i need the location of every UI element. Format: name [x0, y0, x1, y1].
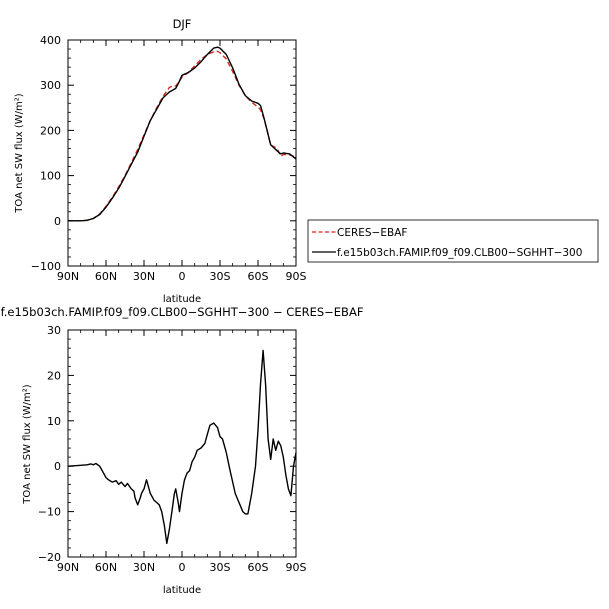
bottom-y-tick-label: 30	[47, 324, 61, 337]
bottom-x-tick-label: 60S	[248, 561, 269, 574]
bottom-series-line-0	[67, 349, 297, 545]
bottom-y-tick-label: −10	[38, 506, 61, 519]
top-series-line-1	[68, 46, 297, 222]
top-line-chart: DJF TOA net SW flux (W/m²) latitude 90N 6…	[14, 17, 307, 305]
bottom-x-tick-label: 60N	[95, 561, 117, 574]
top-x-tick-label: 90N	[57, 270, 79, 283]
chart-legend: CERES−EBAF f.e15b03ch.FAMIP.f09_f09.CLB0…	[307, 219, 599, 263]
top-x-tick-label: 60S	[248, 270, 269, 283]
bottom-difference-chart: f.e15b03ch.FAMIP.f09_f09.CLB00−SGHHT−300…	[1, 305, 364, 596]
top-y-tick-label: 200	[40, 124, 61, 137]
bottom-x-tick-label: 90S	[286, 561, 307, 574]
top-y-tick-label: 100	[40, 170, 61, 183]
bottom-x-tick-label: 0	[179, 561, 186, 574]
bottom-y-tick-label: −20	[38, 551, 61, 564]
bottom-x-axis-label: latitude	[163, 585, 201, 596]
top-y-tick-label: 300	[40, 79, 61, 92]
bottom-x-tick-label: 90N	[57, 561, 79, 574]
legend-box	[307, 219, 599, 263]
top-y-tick-label: 0	[54, 215, 61, 228]
top-plot-frame	[67, 39, 297, 267]
legend-label-model: f.e15b03ch.FAMIP.f09_f09.CLB00−SGHHT−300	[337, 247, 582, 259]
bottom-y-tick-label: 10	[47, 415, 61, 428]
top-chart-title: DJF	[173, 17, 192, 31]
top-x-tick-label: 30N	[133, 270, 155, 283]
top-x-tick-label: 30S	[210, 270, 231, 283]
legend-label-ceres: CERES−EBAF	[337, 227, 407, 239]
top-x-tick-label: 90S	[286, 270, 307, 283]
bottom-y-tick-label: 20	[47, 369, 61, 382]
bottom-y-tick-label: 0	[54, 460, 61, 473]
top-x-tick-label: 0	[179, 270, 186, 283]
top-y-axis-label: TOA net SW flux (W/m²)	[14, 93, 25, 213]
top-y-tick-label: −100	[31, 260, 61, 273]
bottom-x-tick-label: 30S	[210, 561, 231, 574]
bottom-y-axis-label: TOA net SW flux (W/m²)	[22, 384, 33, 504]
top-x-tick-label: 60N	[95, 270, 117, 283]
bottom-chart-title: f.e15b03ch.FAMIP.f09_f09.CLB00−SGHHT−300…	[1, 305, 364, 319]
bottom-x-tick-label: 30N	[133, 561, 155, 574]
top-x-axis-label: latitude	[163, 294, 201, 305]
top-y-tick-label: 400	[40, 34, 61, 47]
